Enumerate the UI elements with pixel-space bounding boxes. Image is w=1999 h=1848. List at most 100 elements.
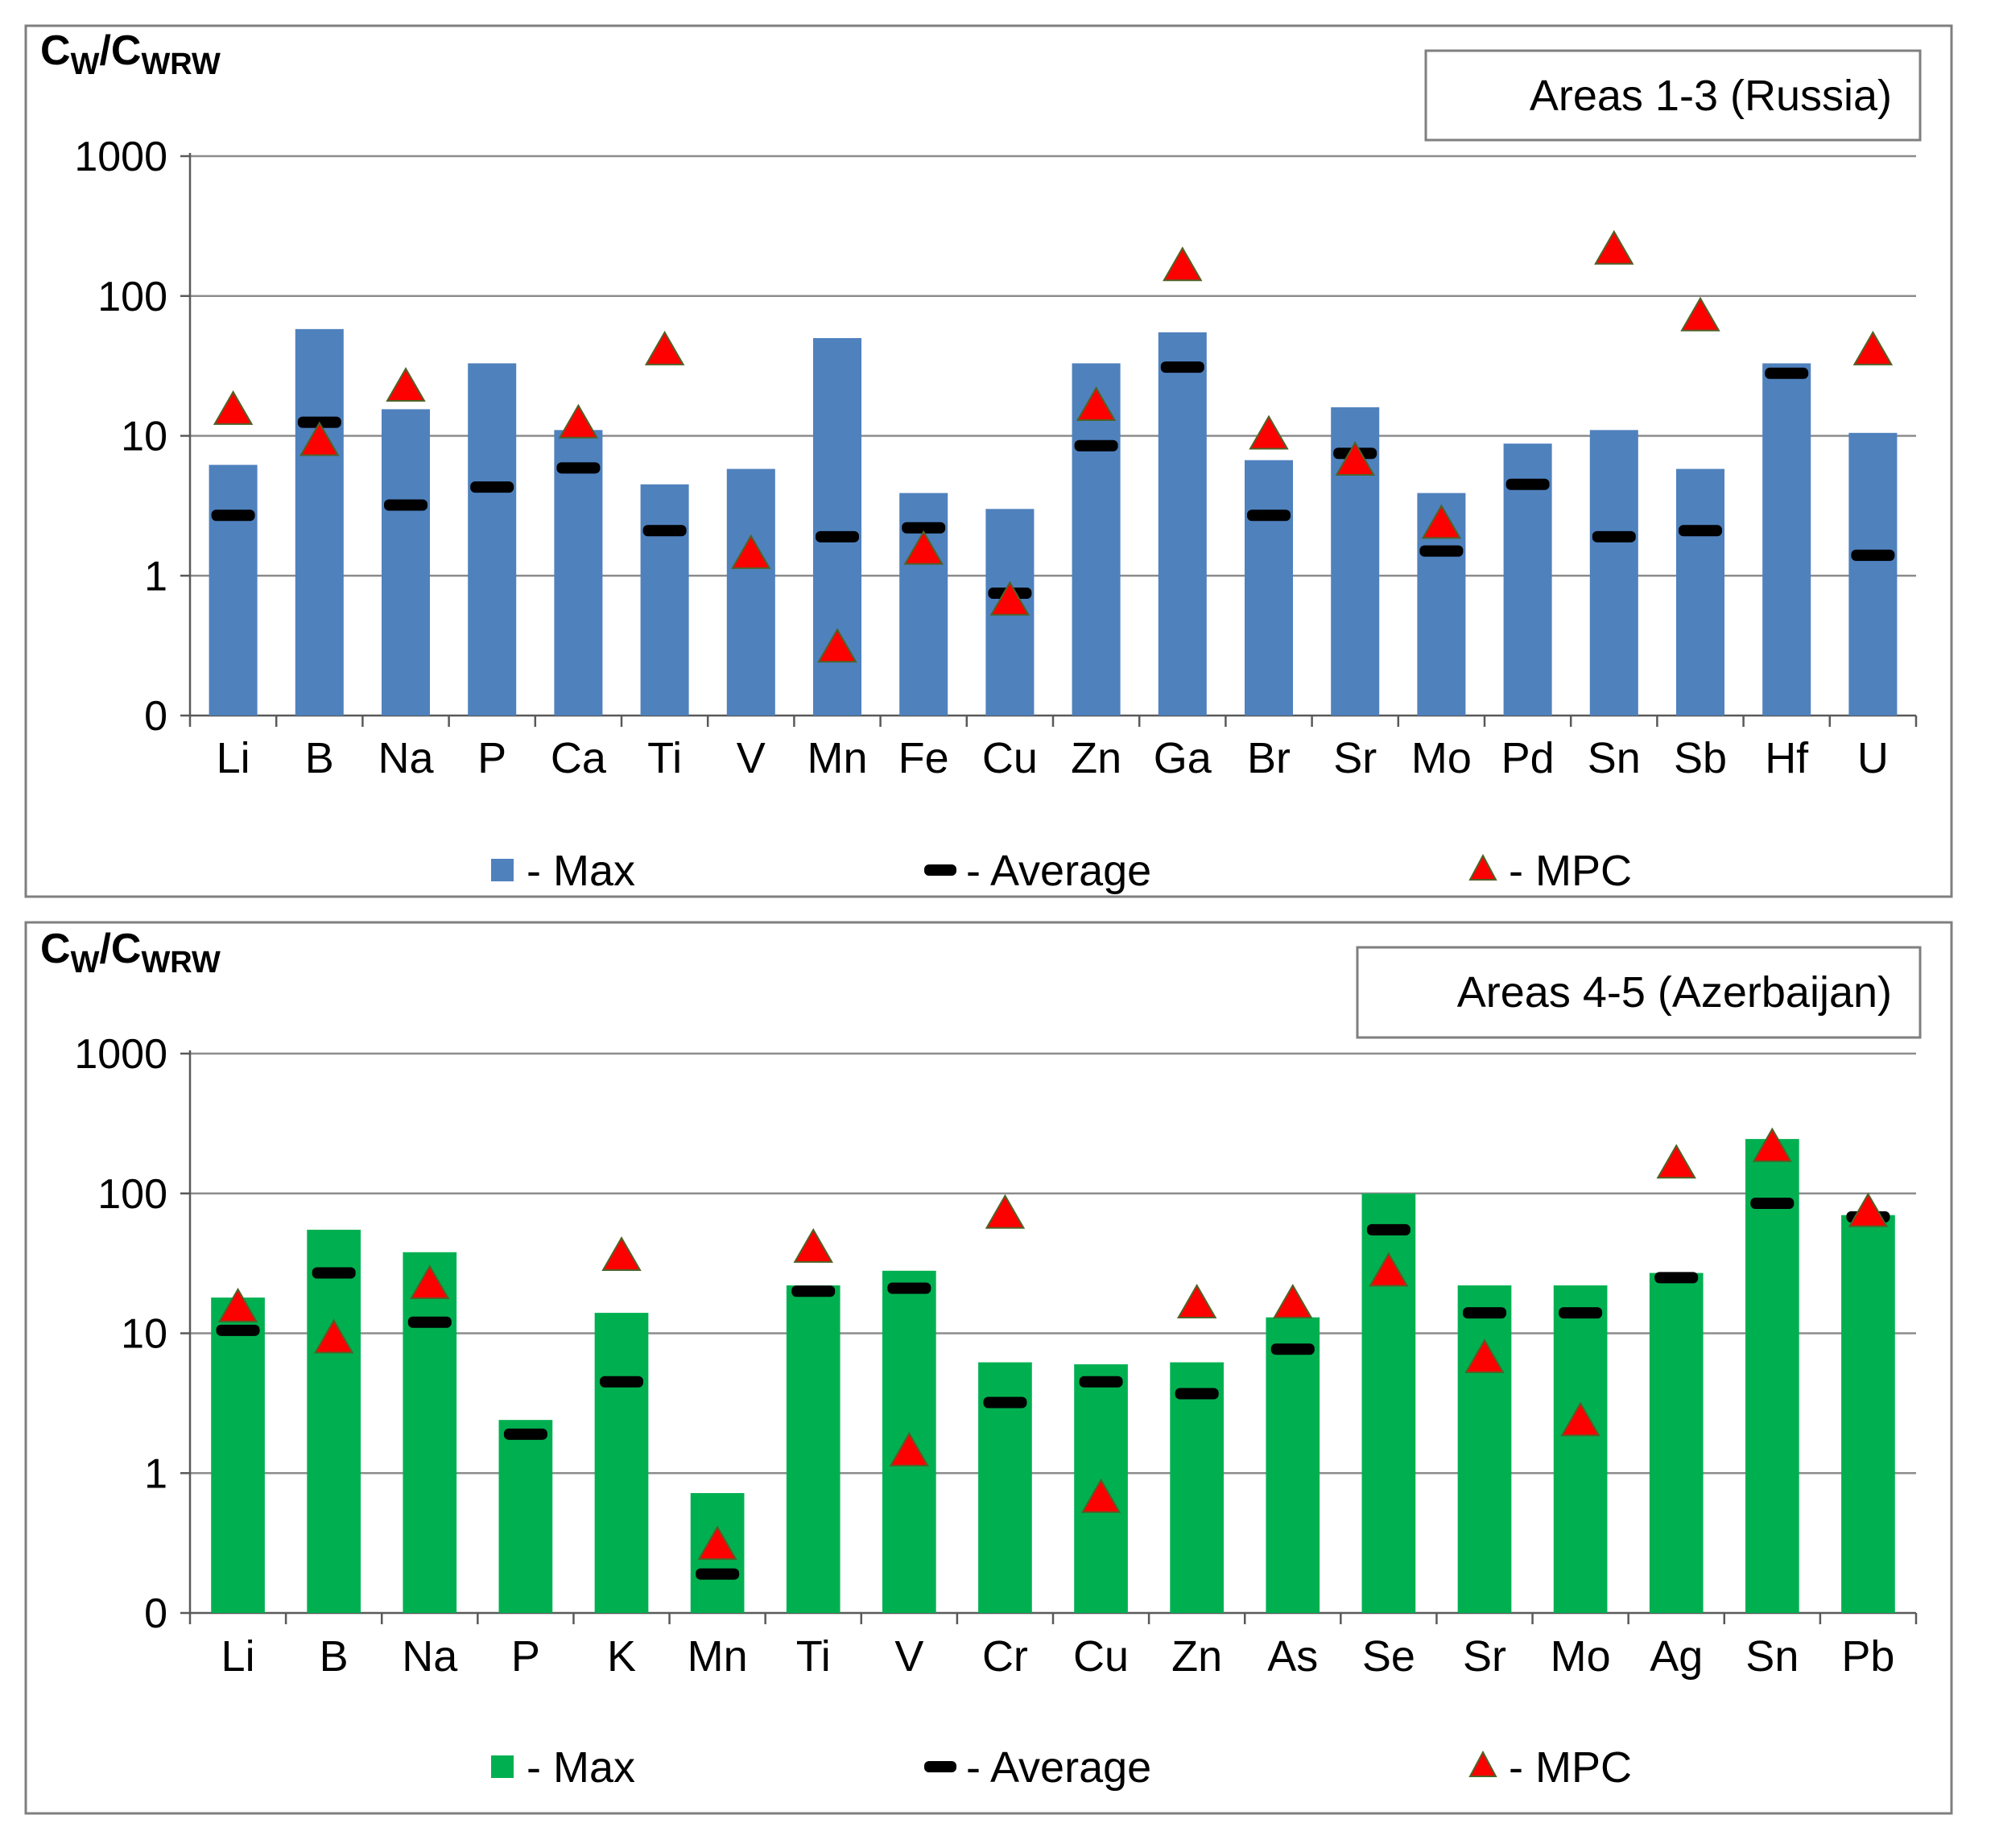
- x-tick-label: Mn: [807, 734, 867, 782]
- title-box: [1424, 49, 1922, 142]
- x-tick-label: Cu: [1073, 1632, 1129, 1681]
- x-tick-label: Mo: [1411, 734, 1472, 782]
- avg-marker-V: [887, 1282, 931, 1294]
- x-tick-label: Mo: [1551, 1632, 1611, 1681]
- bar-max-Sn: [1745, 1139, 1799, 1613]
- mpc-marker-Li: [217, 1287, 258, 1322]
- mpc-marker-Ag: [1656, 1144, 1696, 1179]
- mpc-marker-V: [731, 534, 771, 569]
- x-tick-label: V: [737, 734, 766, 782]
- bar-max-P: [468, 363, 517, 716]
- mpc-marker-Li: [213, 390, 254, 425]
- bar-max-Na: [381, 409, 431, 716]
- avg-marker-Sb: [1679, 525, 1722, 537]
- legend-label: - Max: [527, 847, 635, 895]
- mpc-marker-K: [601, 1235, 642, 1271]
- mpc-marker-Ga: [1163, 246, 1203, 282]
- mpc-marker-Sn: [1752, 1127, 1793, 1162]
- x-tick-label: Ga: [1154, 734, 1212, 782]
- y-tick-label: 1: [144, 1450, 167, 1497]
- bar-max-Hf: [1762, 363, 1811, 716]
- bar-max-Pb: [1841, 1215, 1895, 1613]
- avg-marker-Br: [1247, 509, 1291, 522]
- avg-marker-Cr: [983, 1396, 1027, 1409]
- bar-max-P: [498, 1420, 553, 1613]
- x-tick-label: Hf: [1765, 734, 1809, 782]
- mpc-marker-As: [1273, 1284, 1313, 1319]
- bar-max-Zn: [1072, 363, 1121, 716]
- legend-label: - Average: [966, 1743, 1151, 1792]
- avg-marker-P: [503, 1428, 547, 1440]
- x-tick-label: Zn: [1071, 734, 1121, 782]
- avg-marker-P: [470, 481, 514, 493]
- x-tick-label: Li: [217, 734, 250, 782]
- x-tick-label: Pb: [1841, 1632, 1894, 1681]
- y-axis-label-sub: WRW: [141, 47, 221, 81]
- x-tick-label: Se: [1362, 1632, 1415, 1681]
- avg-marker-Se: [1366, 1223, 1410, 1235]
- y-tick-label: 100: [97, 1171, 167, 1218]
- x-tick-label: Ti: [647, 734, 682, 782]
- mpc-marker-Ca: [558, 403, 599, 439]
- legend-swatch-average: [924, 1761, 956, 1772]
- mpc-marker-Ti: [793, 1227, 833, 1263]
- mpc-marker-Ti: [644, 330, 685, 365]
- avg-marker-Sr: [1463, 1307, 1506, 1319]
- y-tick-label: 10: [121, 1311, 167, 1358]
- x-tick-label: Sn: [1745, 1632, 1799, 1681]
- bar-max-Ag: [1649, 1273, 1704, 1613]
- y-tick-label: 10: [121, 414, 167, 460]
- avg-marker-Ti: [642, 525, 687, 537]
- x-tick-label: Mn: [688, 1632, 748, 1681]
- x-tick-label: Zn: [1171, 1632, 1222, 1681]
- mpc-marker-Na: [410, 1264, 450, 1300]
- bar-max-Sr: [1457, 1285, 1512, 1613]
- mpc-marker-Zn: [1176, 1284, 1217, 1319]
- bar-max-Na: [403, 1252, 457, 1613]
- x-tick-label: Sb: [1674, 734, 1727, 782]
- mpc-marker-Mn: [817, 628, 857, 663]
- bar-max-Zn: [1170, 1362, 1225, 1613]
- x-tick-label: Na: [378, 734, 434, 782]
- bar-max-Sb: [1675, 468, 1725, 716]
- avg-marker-Li: [211, 509, 255, 522]
- avg-marker-K: [600, 1376, 643, 1388]
- x-tick-label: Li: [221, 1632, 255, 1681]
- x-tick-label: Cr: [982, 1632, 1028, 1681]
- mpc-marker-Pb: [1848, 1192, 1889, 1227]
- mpc-marker-Sn: [1594, 229, 1634, 265]
- legend-label: - MPC: [1509, 1743, 1632, 1792]
- mpc-marker-Cu: [989, 580, 1030, 616]
- x-tick-label: As: [1267, 1632, 1318, 1681]
- y-axis-label: CW/CWRW: [40, 27, 221, 81]
- bar-max-Sn: [1589, 430, 1638, 716]
- avg-marker-B: [312, 1267, 356, 1279]
- mpc-marker-Sr: [1335, 441, 1375, 476]
- mpc-marker-Mn: [697, 1525, 737, 1561]
- x-tick-label: Sn: [1588, 734, 1641, 782]
- x-tick-label: Sr: [1333, 734, 1377, 782]
- x-tick-label: P: [477, 734, 506, 782]
- bar-max-Ti: [640, 484, 689, 716]
- y-axis-label-main: C: [40, 27, 71, 74]
- x-tick-label: B: [305, 734, 334, 782]
- avg-marker-Mo: [1419, 545, 1464, 557]
- y-tick-label: 1000: [74, 134, 167, 180]
- title-box: [1356, 946, 1922, 1039]
- avg-marker-Ag: [1654, 1272, 1699, 1284]
- bar-max-U: [1848, 432, 1898, 716]
- x-tick-label: P: [511, 1632, 540, 1681]
- y-tick-label: 100: [97, 274, 167, 320]
- y-axis-label-sep: /C: [99, 926, 141, 972]
- bar-max-Ga: [1158, 332, 1207, 716]
- chart-title: Areas 4-5 (Azerbaijan): [1457, 968, 1892, 1017]
- y-axis-label-sub: W: [71, 946, 100, 980]
- x-tick-label: B: [320, 1632, 349, 1681]
- mpc-marker-U: [1852, 330, 1894, 365]
- y-axis-label-sub: WRW: [141, 946, 221, 980]
- y-axis-label: CW/CWRW: [40, 926, 221, 980]
- y-tick-label: 0: [144, 1590, 167, 1637]
- legend-label: - Average: [966, 847, 1151, 895]
- x-tick-label: Cu: [982, 734, 1038, 782]
- legend-label: - Max: [527, 1743, 635, 1792]
